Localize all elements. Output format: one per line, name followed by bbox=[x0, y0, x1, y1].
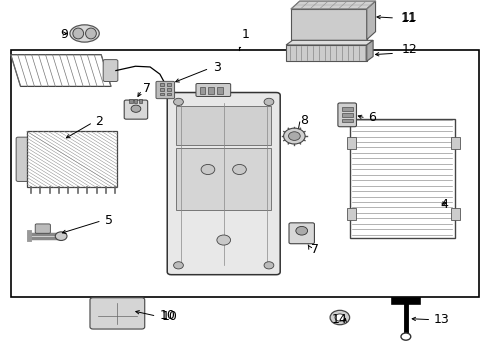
Text: 8: 8 bbox=[299, 114, 307, 127]
Bar bbox=[199, 87, 205, 94]
Bar bbox=[349, 119, 454, 238]
Bar bbox=[346, 136, 355, 148]
Text: 12: 12 bbox=[401, 43, 417, 56]
Circle shape bbox=[216, 235, 230, 245]
Circle shape bbox=[131, 105, 141, 112]
FancyBboxPatch shape bbox=[90, 298, 144, 329]
Polygon shape bbox=[366, 1, 375, 40]
Bar bbox=[11, 50, 478, 297]
Bar bbox=[160, 83, 164, 86]
Text: 7: 7 bbox=[310, 243, 318, 256]
Ellipse shape bbox=[70, 25, 99, 42]
Circle shape bbox=[283, 128, 305, 144]
Bar bbox=[167, 93, 171, 95]
Text: 10: 10 bbox=[159, 309, 175, 322]
FancyBboxPatch shape bbox=[16, 137, 29, 181]
Text: 3: 3 bbox=[212, 61, 220, 74]
Ellipse shape bbox=[85, 28, 96, 39]
Bar bbox=[217, 87, 223, 94]
Bar bbox=[167, 88, 171, 91]
Circle shape bbox=[264, 98, 273, 105]
FancyBboxPatch shape bbox=[35, 224, 50, 233]
Bar bbox=[208, 87, 214, 94]
Bar bbox=[346, 208, 355, 220]
Bar bbox=[167, 83, 171, 86]
Polygon shape bbox=[290, 1, 375, 9]
Bar bbox=[285, 45, 366, 61]
Bar bbox=[450, 208, 459, 220]
Bar bbox=[450, 136, 459, 148]
Text: 7: 7 bbox=[143, 82, 151, 95]
Circle shape bbox=[173, 98, 183, 105]
Bar bbox=[290, 9, 366, 40]
Bar bbox=[341, 113, 352, 117]
FancyBboxPatch shape bbox=[167, 93, 280, 275]
Circle shape bbox=[201, 165, 214, 175]
Text: 6: 6 bbox=[367, 111, 375, 124]
Bar bbox=[176, 148, 271, 210]
Bar bbox=[160, 93, 164, 95]
Text: 5: 5 bbox=[105, 214, 113, 227]
Ellipse shape bbox=[73, 28, 83, 39]
Text: 13: 13 bbox=[432, 313, 448, 326]
Bar bbox=[341, 119, 352, 122]
Circle shape bbox=[329, 310, 349, 325]
Circle shape bbox=[295, 226, 307, 235]
Bar bbox=[139, 99, 142, 103]
FancyBboxPatch shape bbox=[288, 223, 314, 244]
FancyBboxPatch shape bbox=[337, 103, 356, 127]
Text: 14: 14 bbox=[331, 313, 346, 326]
Circle shape bbox=[55, 232, 67, 240]
Bar bbox=[134, 99, 137, 103]
Bar bbox=[160, 88, 164, 91]
Text: 11: 11 bbox=[400, 12, 416, 24]
Circle shape bbox=[288, 132, 300, 140]
Circle shape bbox=[400, 333, 410, 340]
Bar bbox=[341, 107, 352, 111]
Circle shape bbox=[173, 262, 183, 269]
Circle shape bbox=[232, 165, 246, 175]
FancyBboxPatch shape bbox=[156, 81, 174, 99]
Text: 2: 2 bbox=[95, 115, 103, 128]
Polygon shape bbox=[366, 40, 372, 61]
Text: 1: 1 bbox=[242, 28, 249, 41]
Text: 10: 10 bbox=[161, 310, 177, 323]
Text: 4: 4 bbox=[439, 198, 447, 211]
Bar bbox=[27, 131, 117, 187]
Circle shape bbox=[334, 314, 344, 321]
Text: 11: 11 bbox=[401, 11, 417, 24]
Text: 9: 9 bbox=[61, 28, 68, 41]
Circle shape bbox=[264, 262, 273, 269]
Bar bbox=[176, 106, 271, 145]
Polygon shape bbox=[285, 40, 372, 45]
FancyBboxPatch shape bbox=[196, 84, 230, 96]
Polygon shape bbox=[11, 55, 111, 86]
FancyBboxPatch shape bbox=[124, 100, 147, 119]
Bar bbox=[129, 99, 132, 103]
FancyBboxPatch shape bbox=[103, 60, 118, 81]
